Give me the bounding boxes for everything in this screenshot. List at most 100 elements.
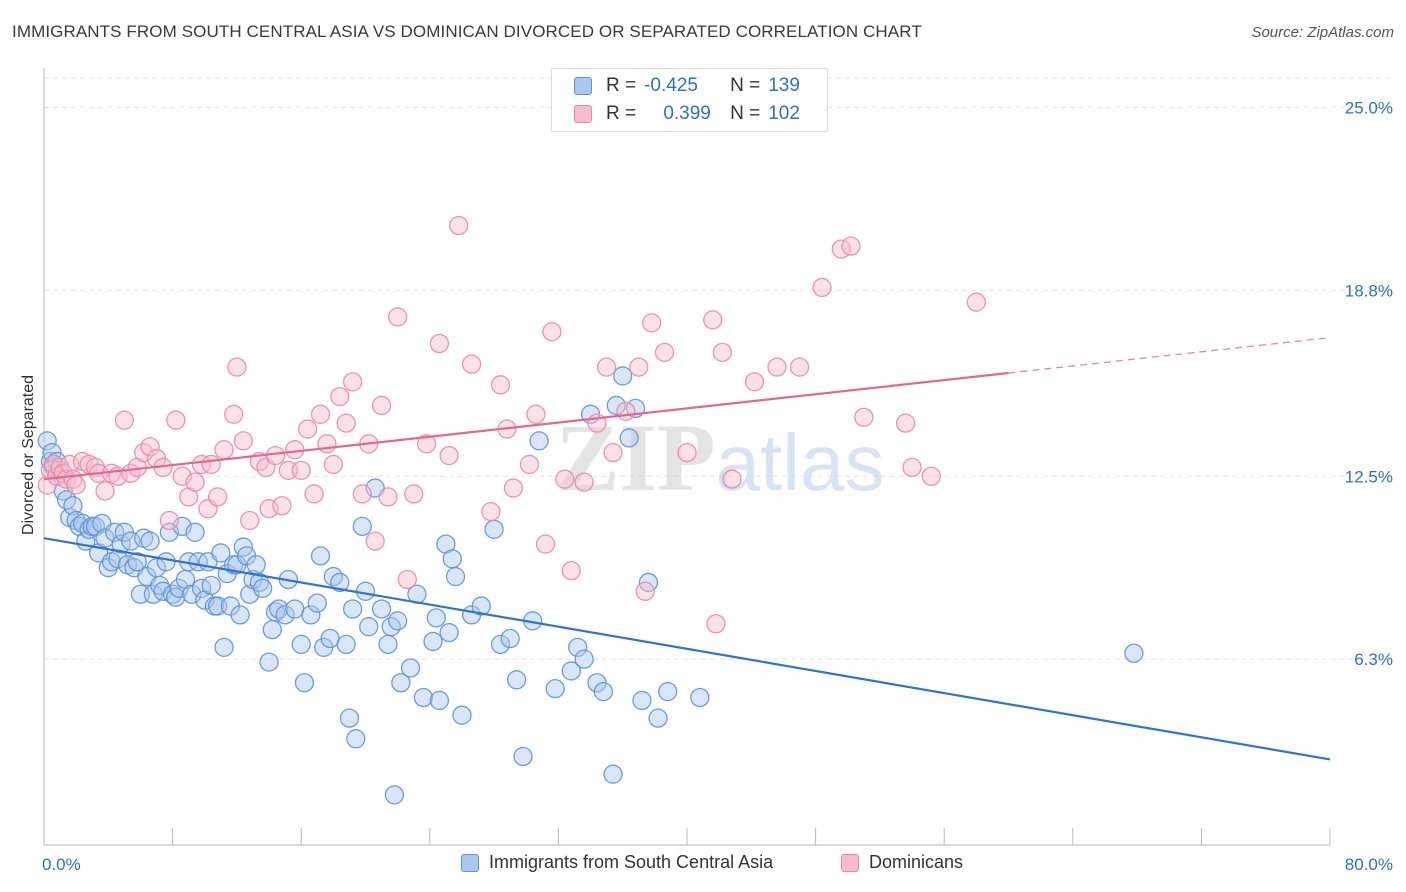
n-label: N =	[730, 103, 761, 124]
immigrants-point	[426, 608, 446, 628]
legend-item-dominicans: Dominicans	[841, 852, 963, 873]
immigrants-point	[442, 549, 462, 569]
immigrants-point	[63, 496, 83, 516]
immigrants-point	[371, 599, 392, 619]
dominicans-point	[352, 484, 372, 504]
legend-label-immigrants: Immigrants from South Central Asia	[489, 852, 774, 872]
immigrants-point	[378, 634, 398, 655]
dominicans-point	[272, 496, 292, 516]
immigrants-point	[336, 634, 356, 655]
immigrants-point	[429, 690, 450, 711]
immigrants-point	[342, 599, 363, 619]
legend-label-dominicans: Dominicans	[869, 852, 964, 872]
legend-row-dominicans: R = 0.399 N = 102	[574, 101, 800, 127]
immigrants-point	[658, 681, 678, 702]
dominicans-point	[378, 487, 398, 507]
dominicans-point	[921, 466, 941, 486]
dominicans-point	[317, 434, 337, 454]
dominicans-point	[712, 342, 733, 363]
immigrants-point	[307, 593, 327, 613]
immigrants-point	[339, 708, 360, 728]
dominicans-point	[677, 442, 697, 463]
dominicans-point	[555, 469, 575, 489]
immigrants-point	[452, 705, 472, 725]
immigrants-point	[355, 581, 376, 601]
immigrants-point	[359, 617, 379, 637]
immigrants-point	[230, 605, 250, 625]
watermark: ZIPatlas	[555, 404, 884, 511]
immigrants-point	[545, 679, 565, 699]
immigrants-point	[619, 428, 639, 448]
y-tick-label: 25.0%	[1345, 99, 1393, 118]
immigrants-point	[603, 764, 623, 784]
immigrants-point	[330, 572, 350, 593]
dominicans-point	[654, 342, 675, 363]
immigrants-point	[413, 687, 434, 708]
dominicans-point	[603, 442, 623, 463]
immigrants-point	[490, 634, 511, 655]
immigrants-point	[294, 673, 315, 693]
dominicans-point	[481, 501, 501, 522]
dominicans-point	[114, 410, 135, 430]
immigrants-point	[471, 596, 491, 616]
immigrants-point	[259, 652, 279, 672]
dominicans-point	[561, 561, 581, 581]
dominicans-point	[95, 481, 115, 501]
immigrants-point	[439, 622, 459, 643]
dominicans-point	[526, 404, 546, 424]
immigrants-point	[513, 746, 533, 767]
immigrants-point	[262, 620, 282, 640]
dominicans-point	[895, 413, 916, 433]
dominicans-point	[812, 277, 832, 298]
dominicans-point	[371, 395, 392, 416]
dominicans-point	[291, 460, 311, 481]
n-value: 102	[768, 103, 800, 124]
dominicans-point	[519, 454, 540, 475]
pink-swatch	[841, 853, 859, 872]
dominicans-point	[542, 322, 562, 342]
dominicans-point	[233, 431, 253, 451]
dominicans-point	[535, 534, 556, 554]
dominicans-point	[285, 440, 305, 460]
dominicans-point	[159, 510, 180, 531]
dominicans-point	[635, 581, 655, 601]
immigrants-point	[500, 628, 520, 649]
immigrants-point	[574, 649, 594, 669]
dominicans-point	[66, 475, 86, 495]
dominicans-point	[397, 569, 417, 590]
y-axis-label: Divorced or Separated	[20, 375, 37, 535]
n-label: N =	[730, 75, 761, 96]
dominicans-trend-extension	[1008, 336, 1331, 374]
dominicans-point	[342, 372, 363, 392]
blue-swatch	[461, 853, 479, 872]
dominicans-point	[841, 236, 861, 256]
immigrants-point	[690, 687, 710, 708]
dominicans-point	[744, 372, 765, 392]
dominicans-point	[336, 413, 356, 433]
n-value: 139	[768, 75, 800, 96]
dominicans-point	[490, 375, 511, 395]
immigrants-point	[301, 605, 321, 625]
immigrants-point	[613, 366, 633, 386]
dominicans-point	[706, 614, 726, 634]
source-credit: Source: ZipAtlas.com	[1251, 24, 1394, 41]
dominicans-point	[201, 454, 221, 475]
dominicans-point	[224, 404, 244, 424]
immigrants-point	[632, 690, 652, 711]
immigrants-point	[484, 519, 504, 539]
immigrants-point	[445, 566, 466, 587]
immigrants-point	[352, 516, 372, 537]
dominicans-point	[789, 357, 810, 377]
dominicans-point	[574, 472, 594, 492]
dominicans-point	[387, 307, 408, 327]
immigrants-point	[346, 729, 366, 749]
immigrants-point	[291, 634, 311, 655]
immigrants-point	[384, 785, 405, 805]
dominicans-point	[166, 410, 186, 430]
dominicans-point	[966, 292, 986, 312]
immigrants-point	[648, 708, 668, 728]
immigrants-point	[391, 673, 411, 693]
immigrants-point	[593, 681, 614, 702]
dominicans-point	[854, 407, 874, 427]
chart-title: IMMIGRANTS FROM SOUTH CENTRAL ASIA VS DO…	[12, 22, 922, 41]
